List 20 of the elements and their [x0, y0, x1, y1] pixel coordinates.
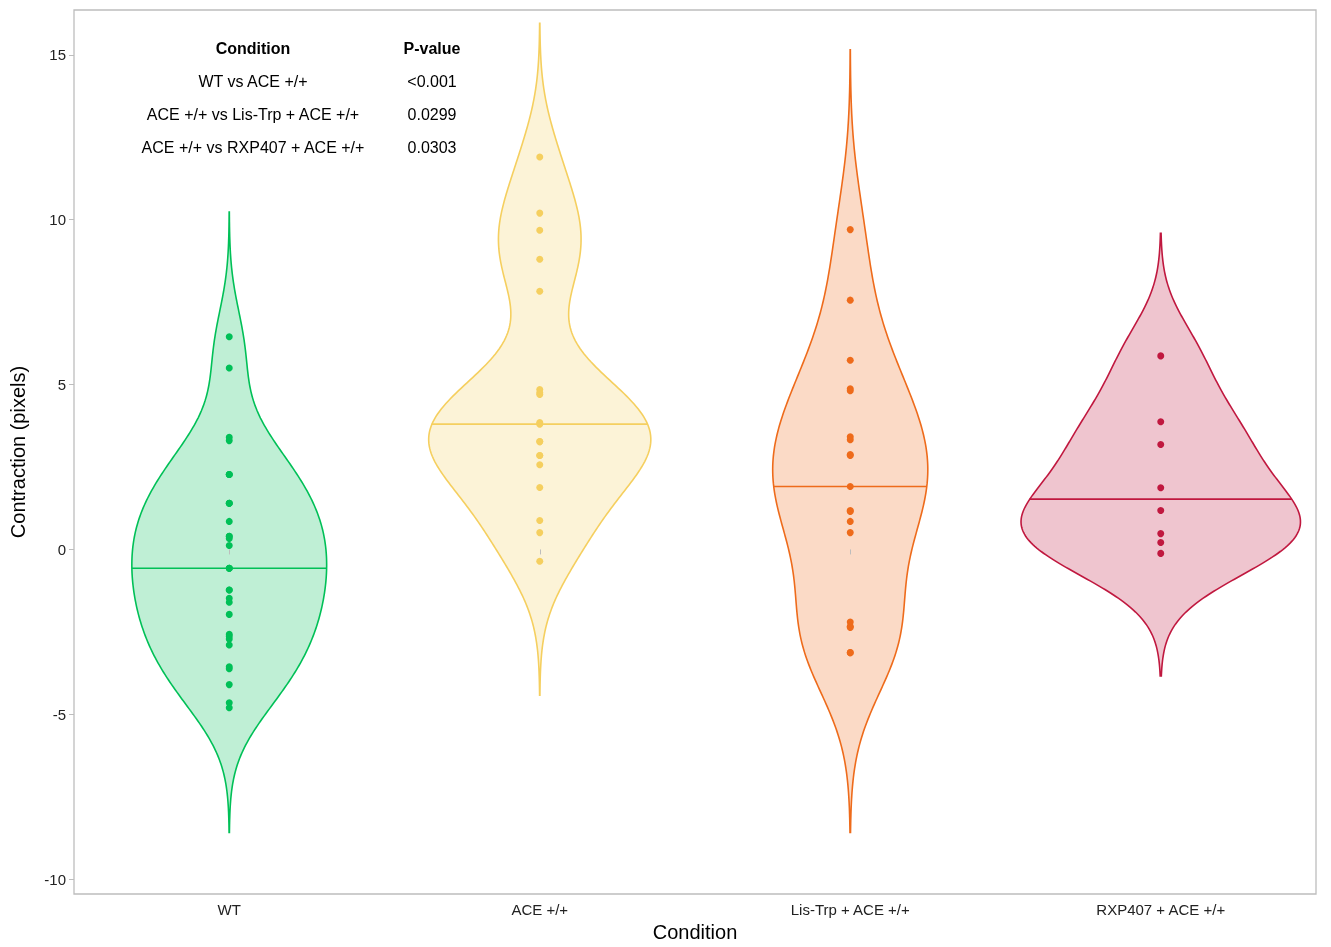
- y-tick-label: 5: [57, 376, 66, 394]
- x-tick-label: Lis-Trp + ACE +/+: [790, 901, 911, 918]
- x-axis-title: Condition: [652, 921, 738, 943]
- y-tick-label: 10: [49, 211, 66, 229]
- annotation: Condition: [215, 39, 291, 57]
- y-tick-label: 15: [49, 46, 66, 64]
- annotation: ACE +/+ vs RXP407 + ACE +/+: [141, 138, 365, 156]
- annotation: 0.0299: [407, 105, 457, 123]
- x-tick-label: RXP407 + ACE +/+: [1096, 901, 1226, 918]
- annotation: P-value: [403, 39, 461, 57]
- annotation: <0.001: [407, 72, 457, 90]
- y-axis-title: Contraction (pixels): [7, 365, 29, 539]
- annotation: 0.0303: [407, 138, 457, 156]
- y-tick-label: -10: [44, 870, 66, 888]
- annotation: ACE +/+ vs Lis-Trp + ACE +/+: [146, 105, 360, 123]
- x-tick-label: ACE +/+: [511, 901, 569, 918]
- annotation: WT vs ACE +/+: [198, 72, 308, 90]
- x-tick-label: WT: [217, 901, 241, 918]
- y-tick-label: 0: [57, 540, 66, 558]
- y-tick-label: -5: [52, 705, 66, 723]
